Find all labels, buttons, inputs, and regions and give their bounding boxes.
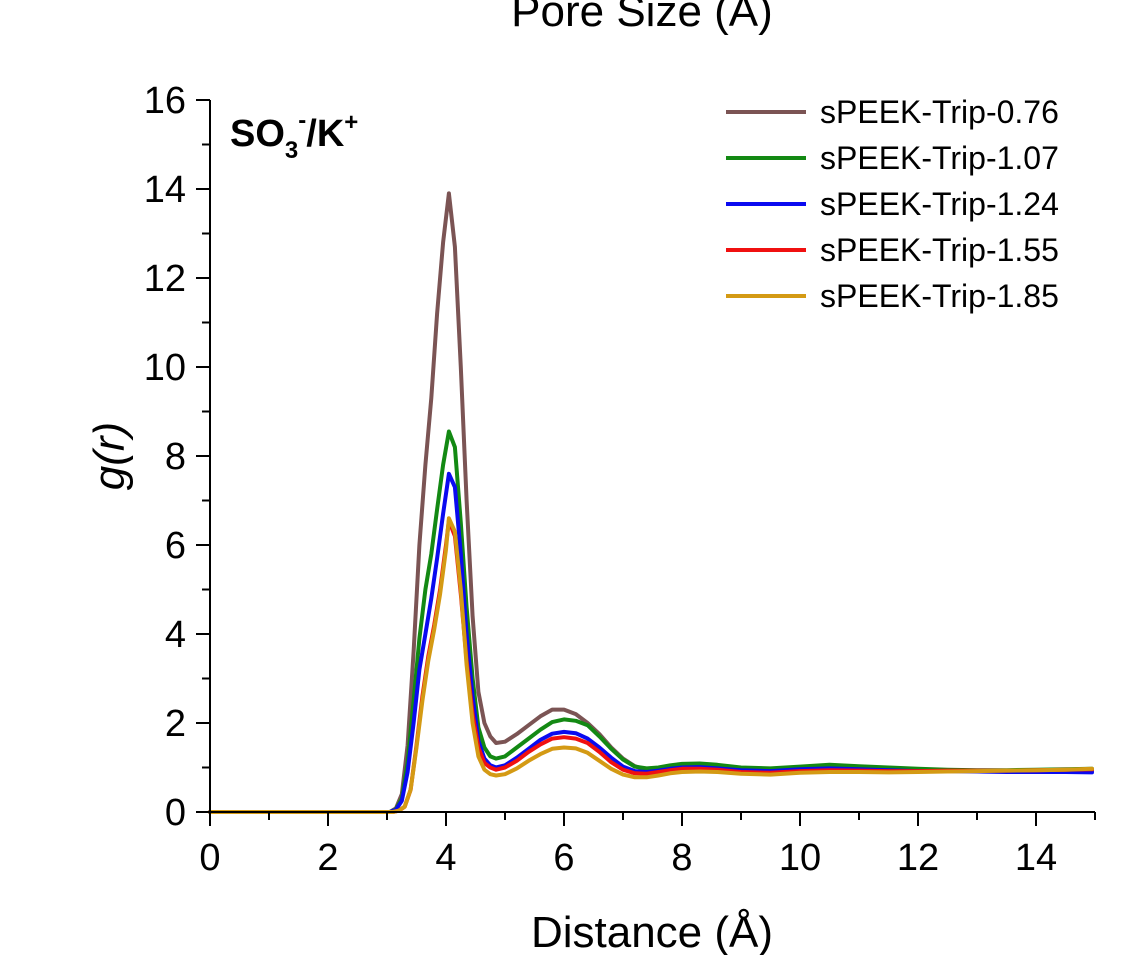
x-axis-title: Distance (Å) bbox=[531, 908, 773, 955]
ion-pair-annotation: SO3-/K+ bbox=[230, 107, 358, 164]
annotation-superscript-plus: + bbox=[344, 109, 358, 136]
y-tick-label: 12 bbox=[144, 258, 186, 300]
x-tick-label: 4 bbox=[435, 837, 456, 879]
series-layer bbox=[208, 191, 1094, 814]
y-tick-label: 10 bbox=[144, 347, 186, 389]
y-tick-label: 14 bbox=[144, 169, 186, 211]
legend-label: sPEEK-Trip-1.24 bbox=[820, 186, 1059, 222]
x-tick-label: 10 bbox=[779, 837, 821, 879]
series-line-3 bbox=[208, 471, 1094, 814]
x-tick-label: 0 bbox=[199, 837, 220, 879]
x-tick-label: 12 bbox=[897, 837, 939, 879]
top-axis-title: Pore Size (Å) bbox=[511, 0, 773, 36]
legend-label: sPEEK-Trip-1.55 bbox=[820, 232, 1059, 268]
y-tick-label: 4 bbox=[165, 614, 186, 656]
x-ticks: 0 2 4 6 8 10 12 14 bbox=[199, 812, 1096, 879]
annotation-subscript: 3 bbox=[285, 137, 298, 164]
series-line-2 bbox=[208, 429, 1094, 814]
y-tick-label: 2 bbox=[165, 703, 186, 745]
annotation-base: SO bbox=[230, 113, 285, 155]
y-tick-label: 8 bbox=[165, 436, 186, 478]
legend-label: sPEEK-Trip-1.85 bbox=[820, 278, 1059, 314]
x-tick-label: 6 bbox=[553, 837, 574, 879]
y-axis-title: g(r) bbox=[85, 422, 134, 490]
legend: sPEEK-Trip-0.76 sPEEK-Trip-1.07 sPEEK-Trip… bbox=[726, 94, 1059, 314]
x-tick-label: 8 bbox=[671, 837, 692, 879]
y-tick-label: 0 bbox=[165, 792, 186, 834]
annotation-mid: /K bbox=[306, 113, 345, 155]
x-tick-label: 14 bbox=[1015, 837, 1057, 879]
y-tick-label: 6 bbox=[165, 525, 186, 567]
y-tick-label: 16 bbox=[144, 80, 186, 122]
annotation-superscript-minus: - bbox=[298, 107, 306, 134]
legend-label: sPEEK-Trip-0.76 bbox=[820, 94, 1059, 130]
legend-label: sPEEK-Trip-1.07 bbox=[820, 140, 1059, 176]
series-line-5 bbox=[208, 516, 1094, 814]
x-tick-label: 2 bbox=[317, 837, 338, 879]
y-ticks: 0 2 4 6 8 10 12 14 16 bbox=[144, 80, 210, 834]
